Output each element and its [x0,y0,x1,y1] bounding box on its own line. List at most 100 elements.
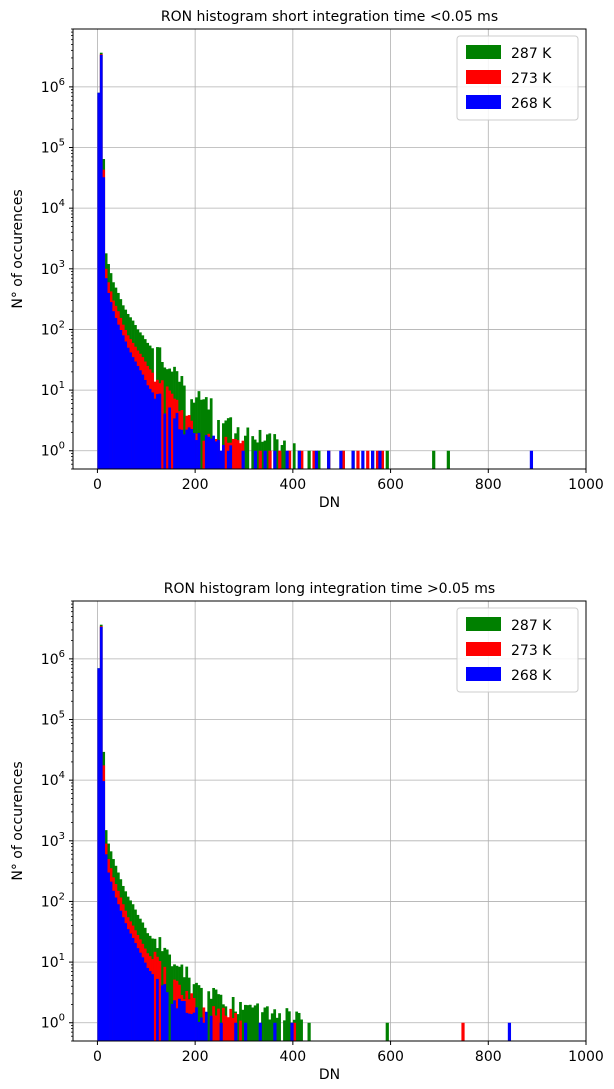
histogram-bar [246,427,250,469]
axes-frame [72,28,587,470]
histogram-bar [134,943,137,1041]
histogram-bar [126,929,130,1041]
histogram-bar [287,450,292,469]
histogram-bar [461,1022,465,1041]
histogram-bar [341,450,345,469]
x-tick-label: 600 [377,1049,404,1065]
histogram-bar [246,1005,250,1041]
histogram-bar [148,388,152,469]
histogram-bar [119,329,123,469]
x-tick-label: 200 [182,1049,209,1065]
histogram-bar [261,1012,264,1041]
histogram-bar [327,450,331,469]
histogram-bar [236,440,240,469]
histogram-bar [231,1018,235,1041]
histogram-bar [178,998,181,1041]
histogram-bar [219,450,223,469]
y-tick-label: 101 [41,952,65,971]
y-tick-label: 106 [41,649,65,668]
histogram-bar [307,1022,311,1041]
x-tick-label: 400 [279,1049,306,1065]
y-tick-label: 103 [41,831,65,850]
histogram-bar [207,991,211,1041]
histogram-bar [283,440,286,469]
histogram-bar [124,341,128,469]
x-tick-label: 1000 [568,1049,604,1065]
histogram-bar [131,937,135,1041]
histogram-bar [241,1009,245,1041]
histogram-bar [380,450,384,469]
histogram-bar [226,450,230,469]
histogram-bar [192,432,196,469]
histogram-chart-long: RON histogram long integration time >0.0… [10,581,604,1083]
histogram-bar [529,450,534,469]
histogram-bar [187,1013,191,1041]
histogram-bar [258,1022,262,1041]
histogram-bar [170,966,174,1041]
x-tick-label: 800 [475,477,502,493]
histogram-bar [224,436,228,469]
legend: 287 K 273 K 268 K [456,35,579,121]
histogram-bar [273,1022,277,1041]
histogram-bar [168,407,172,469]
histogram-bar [175,412,179,469]
histogram-bar [229,445,233,469]
histogram-bar [109,881,113,1041]
histogram-bar [261,441,264,469]
histogram-bar [375,450,380,469]
histogram-bar [239,443,242,469]
histogram-bar [121,335,125,469]
histogram-bar [212,1006,215,1041]
histogram-bar [114,317,118,469]
histogram-bar [239,1020,242,1041]
histogram-bar [136,948,140,1041]
histogram-bar [256,442,259,469]
histogram-bar [224,1015,228,1041]
histogram-bar [339,450,343,469]
axes-frame [72,600,587,1042]
histogram-bar [173,1000,176,1041]
histogram-bar [112,890,115,1041]
histogram-bar [134,361,137,469]
histogram-bar [151,392,154,469]
histogram-bar [131,357,135,469]
histogram-bar [204,397,208,469]
histogram-bar [182,1001,186,1041]
histogram-bar [97,92,101,469]
histogram-bar [263,1007,267,1041]
histogram-bar [204,435,208,469]
x-tick-label: 0 [93,1049,102,1065]
histogram-bar [251,436,255,469]
histogram-bar [236,1014,240,1041]
histogram-bar [153,398,157,469]
histogram-bar [197,985,201,1041]
histogram-bar [148,971,152,1041]
histogram-bar [173,418,176,469]
x-tick-label: 800 [475,1049,502,1065]
histogram-bar [234,439,237,469]
histogram-bar [287,1011,291,1041]
histogram-bar [292,443,296,469]
histogram-bar [209,398,213,469]
legend-label: 273 K [511,643,552,659]
histogram-bar [175,1008,179,1041]
x-tick-label: 400 [279,477,306,493]
histogram-bar [129,352,132,469]
histogram-bar [190,429,193,469]
histogram-bar [278,450,282,469]
histogram-bar [104,278,108,469]
y-axis-label: N° of occurences [10,189,26,308]
histogram-bar [170,393,174,469]
histogram-bar [200,1017,203,1041]
histogram-bar [170,1003,174,1041]
histogram-bar [165,992,169,1041]
histogram-bar [222,444,225,469]
histogram-bar [116,904,120,1041]
y-tick-label: 104 [41,770,65,789]
y-tick-label: 100 [41,441,65,460]
histogram-bar [160,985,164,1041]
histogram-bar [295,1011,299,1041]
histogram-bar [146,385,150,469]
histogram-bar [97,668,101,1041]
histogram-bar [226,1017,230,1041]
